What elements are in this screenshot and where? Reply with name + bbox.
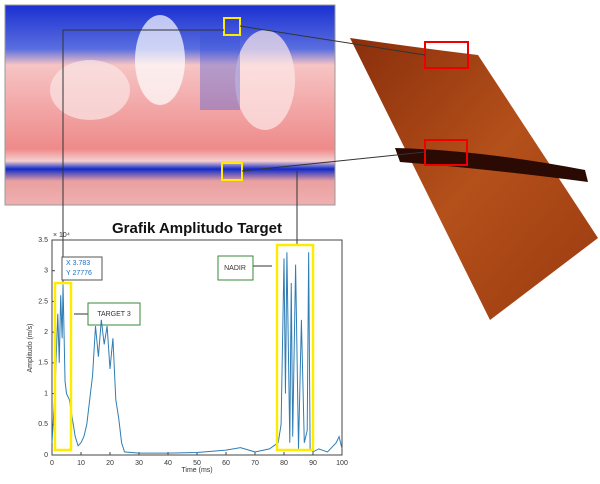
x-tick-label: 80 <box>280 460 288 467</box>
y-tick-label: 0 <box>44 452 48 459</box>
data-tip-x: X 3.783 <box>66 260 90 267</box>
y-tick-label: 1 <box>44 390 48 397</box>
nadir-label: NADIR <box>224 265 246 272</box>
y-tick-label: 2.5 <box>38 298 48 305</box>
chart-title: Grafik Amplitudo Target <box>112 220 282 237</box>
x-tick-label: 100 <box>336 460 348 467</box>
x-tick-label: 70 <box>251 460 259 467</box>
figure: Grafik Amplitudo Target Time (ms) Amplit… <box>0 0 600 479</box>
y-tick-label: 3.5 <box>38 237 48 244</box>
y-multiplier: × 10⁴ <box>53 232 70 239</box>
x-tick-label: 20 <box>106 460 114 467</box>
x-tick-label: 50 <box>193 460 201 467</box>
sonar-image <box>350 38 598 320</box>
y-tick-label: 0.5 <box>38 421 48 428</box>
x-tick-label: 30 <box>135 460 143 467</box>
x-tick-label: 40 <box>164 460 172 467</box>
data-line <box>52 252 342 453</box>
y-tick-label: 3 <box>44 268 48 275</box>
target-label: TARGET 3 <box>97 311 131 318</box>
x-tick-label: 60 <box>222 460 230 467</box>
x-tick-label: 90 <box>309 460 317 467</box>
y-tick-label: 1.5 <box>38 360 48 367</box>
x-tick-label: 10 <box>77 460 85 467</box>
y-axis-label: Amplitudo (m/s) <box>27 323 34 372</box>
seismic-image <box>5 5 335 205</box>
x-axis-label: Time (ms) <box>181 467 212 474</box>
x-tick-label: 0 <box>50 460 54 467</box>
y-tick-label: 2 <box>44 329 48 336</box>
data-tip-y: Y 27776 <box>66 270 92 277</box>
